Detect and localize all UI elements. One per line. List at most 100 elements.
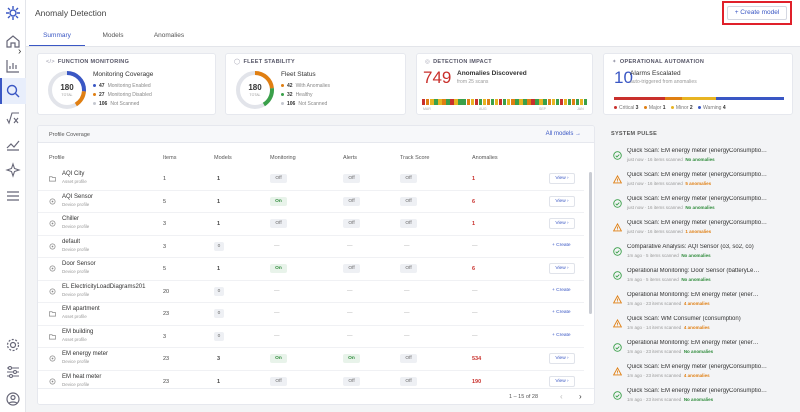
items-count: 3 [163, 243, 167, 250]
severity-legend: Critical 3 Major 1 Minor 2 Warning 4 [614, 105, 730, 111]
table-row[interactable]: Door Sensor Device profile 5 1 On Off Off 6 View… [38, 258, 584, 281]
anomalies-count: 6 [472, 266, 476, 272]
trend-icon[interactable] [5, 136, 21, 152]
donut-total-label: TOTAL [61, 93, 73, 97]
card-title-text: FLEET STABILITY [243, 59, 295, 65]
wand-icon: ✦ [612, 59, 617, 65]
search-icon[interactable] [5, 83, 21, 99]
formula-icon[interactable] [5, 110, 21, 126]
sparkle-icon[interactable] [5, 162, 21, 178]
table-row[interactable]: EM energy meter Device profile 23 3 On On Off 5… [38, 348, 584, 371]
view-button[interactable]: View › [549, 263, 575, 274]
severity-label: Major [648, 105, 662, 111]
profile-type: Device profile [62, 359, 90, 364]
page-title: Anomaly Detection [35, 8, 107, 18]
pulse-item-time: 1m ago [627, 397, 643, 402]
pulse-item[interactable]: Quick Scan: EM energy meter (energyConsu… [604, 193, 800, 216]
view-button[interactable]: View › [549, 375, 575, 387]
sliders-icon[interactable] [5, 364, 21, 380]
next-page-icon[interactable]: › [579, 392, 582, 401]
all-models-link[interactable]: All models → [545, 131, 581, 137]
tab-models[interactable]: Models [102, 32, 124, 39]
view-button[interactable]: View › [549, 353, 575, 364]
legend-dot [698, 106, 701, 110]
pulse-item-time: just now [627, 229, 644, 234]
column-header-track-score[interactable]: Track Score [400, 155, 430, 161]
chart-icon[interactable] [5, 58, 21, 74]
column-header-alerts[interactable]: Alerts [343, 155, 358, 161]
impact-strip-cell [474, 99, 479, 105]
profile-name: AQI Sensor [62, 193, 94, 200]
pulse-item[interactable]: Quick Scan: EM energy meter (energyConsu… [604, 361, 800, 384]
check-circle-icon [613, 391, 622, 400]
pulse-item-title: Quick Scan: EM energy meter (energyConsu… [627, 196, 768, 202]
impact-strip-cell [531, 99, 535, 105]
create-link[interactable]: + Create [552, 242, 571, 248]
impact-strip-cell [567, 99, 572, 105]
scrollbar-thumb[interactable] [589, 172, 592, 314]
impact-strip-cell [547, 99, 551, 105]
fleet-stability-card: ◯ FLEET STABILITY 180 TOTAL Fleet Status … [225, 53, 406, 115]
pulse-item[interactable]: Operational Monitoring: EM energy meter … [604, 289, 800, 312]
view-button[interactable]: View › [549, 173, 575, 184]
pulse-item-result: No anomalies [685, 205, 715, 210]
view-button[interactable]: View › [549, 218, 575, 229]
create-link[interactable]: + Create [552, 332, 571, 338]
create-model-button[interactable]: + Create model [727, 6, 787, 20]
column-header-items[interactable]: Items [163, 155, 177, 161]
pulse-item[interactable]: Quick Scan: EM energy meter (energyConsu… [604, 169, 800, 192]
pulse-item-result: No anomalies [683, 349, 714, 354]
create-link[interactable]: + Create [552, 287, 571, 293]
tab-summary[interactable]: Summary [29, 28, 85, 46]
track-score-status: Off [400, 264, 417, 273]
profile-name: AQI City [62, 171, 85, 177]
check-circle-icon [613, 199, 622, 208]
table-row[interactable]: EM building Asset profile 3 0 — — — — + Create [38, 326, 584, 348]
menu-icon[interactable] [5, 188, 21, 204]
monitoring-status: — [274, 242, 280, 249]
create-link[interactable]: + Create [552, 310, 571, 315]
pulse-item[interactable]: Comparative Analysis: AQI Sensor (o3, so… [604, 241, 800, 264]
strip-label: MAR [423, 107, 431, 111]
column-header-profile[interactable]: Profile [49, 155, 65, 161]
table-row[interactable]: Chiller Device profile 3 1 Off Off Off 1 View › [38, 213, 584, 236]
previous-page-icon[interactable]: ‹ [560, 392, 563, 401]
profile-type: Device profile [62, 269, 90, 274]
table-row[interactable]: EL ElectricityLoadDiagrams201 Device prof… [38, 281, 584, 303]
column-header-models[interactable]: Models [214, 155, 232, 161]
pulse-item[interactable]: Quick Scan: WM Consumer (consumption) 1m … [604, 313, 800, 336]
impact-strip-cell [502, 99, 507, 105]
table-row[interactable]: AQI Sensor Device profile 5 1 On Off Off 6 View … [38, 191, 584, 213]
logo-icon[interactable] [5, 5, 21, 21]
pulse-item-scanned: 23 items scanned [646, 373, 682, 378]
column-header-anomalies[interactable]: Anomalies [472, 155, 498, 161]
impact-strip-cell [466, 99, 470, 105]
warning-icon [613, 175, 622, 184]
tab-anomalies[interactable]: Anomalies [153, 32, 185, 39]
severity-segment-minor [682, 97, 716, 100]
view-button[interactable]: View › [549, 195, 575, 207]
table-row[interactable]: AQI City Asset profile 1 1 Off Off Off 1 View › [38, 168, 584, 191]
pulse-item[interactable]: Operational Monitoring: EM energy meter … [604, 337, 800, 360]
column-header-monitoring[interactable]: Monitoring [270, 155, 296, 161]
donut-total-value: 180 [60, 83, 74, 92]
impact-strip-cell [446, 99, 450, 105]
alerts-status: — [347, 310, 353, 316]
impact-strip-cell [579, 99, 584, 105]
expand-sidebar-icon[interactable]: › [18, 46, 22, 57]
pulse-item[interactable]: Quick Scan: EM energy meter (energyConsu… [604, 385, 800, 408]
pulse-item[interactable]: Quick Scan: EM energy meter (energyConsu… [604, 145, 800, 168]
table-row[interactable]: EM apartment Asset profile 23 0 — — — — + Create [38, 303, 584, 326]
home-icon[interactable] [5, 33, 21, 49]
device-icon [49, 288, 56, 295]
pulse-item-result: 5 anomalies [685, 181, 712, 186]
pulse-item[interactable]: Operational Monitoring: Door Sensor (bat… [604, 265, 800, 288]
account-icon[interactable] [5, 391, 21, 407]
pulse-item-title: Operational Monitoring: Door Sensor (bat… [627, 268, 760, 274]
table-row[interactable]: default Device profile 3 0 — — — — + Create [38, 236, 584, 258]
settings-icon[interactable] [5, 337, 21, 353]
pulse-item[interactable]: Quick Scan: EM energy meter (energyConsu… [604, 217, 800, 240]
card-title-text: DETECTION IMPACT [433, 59, 492, 65]
impact-strip-cell [490, 99, 495, 105]
pulse-item-title: Quick Scan: EM energy meter (energyConsu… [627, 364, 768, 370]
